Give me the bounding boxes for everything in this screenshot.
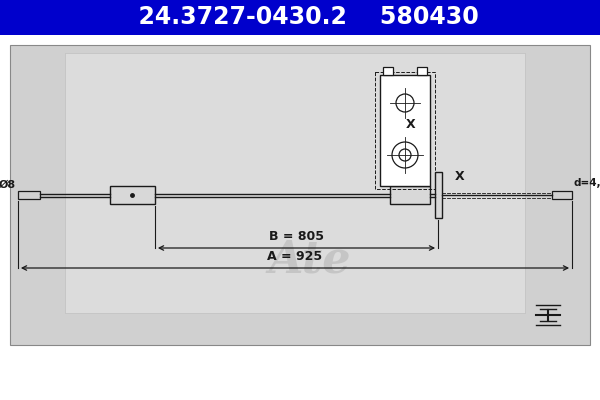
Bar bbox=[417, 67, 427, 75]
Circle shape bbox=[396, 94, 414, 112]
Text: d=4,5: d=4,5 bbox=[574, 178, 600, 188]
Text: Ø8: Ø8 bbox=[0, 180, 16, 190]
Bar bbox=[390, 186, 430, 204]
Text: X: X bbox=[455, 170, 465, 184]
Circle shape bbox=[399, 149, 411, 161]
Bar bbox=[110, 186, 155, 204]
Bar bbox=[65, 53, 525, 313]
Bar bbox=[10, 45, 590, 345]
Bar bbox=[383, 67, 393, 75]
Text: A = 925: A = 925 bbox=[268, 250, 323, 263]
Bar bbox=[375, 72, 435, 189]
Text: 24.3727-0430.2    580430: 24.3727-0430.2 580430 bbox=[122, 6, 478, 30]
Bar bbox=[18, 191, 40, 199]
Bar bbox=[435, 172, 442, 218]
Bar bbox=[380, 75, 430, 186]
Text: Ate: Ate bbox=[269, 238, 352, 282]
Text: B = 805: B = 805 bbox=[269, 230, 324, 243]
Bar bbox=[552, 191, 572, 199]
Circle shape bbox=[392, 142, 418, 168]
Text: X: X bbox=[406, 118, 416, 132]
Bar bbox=[0, 0, 600, 35]
